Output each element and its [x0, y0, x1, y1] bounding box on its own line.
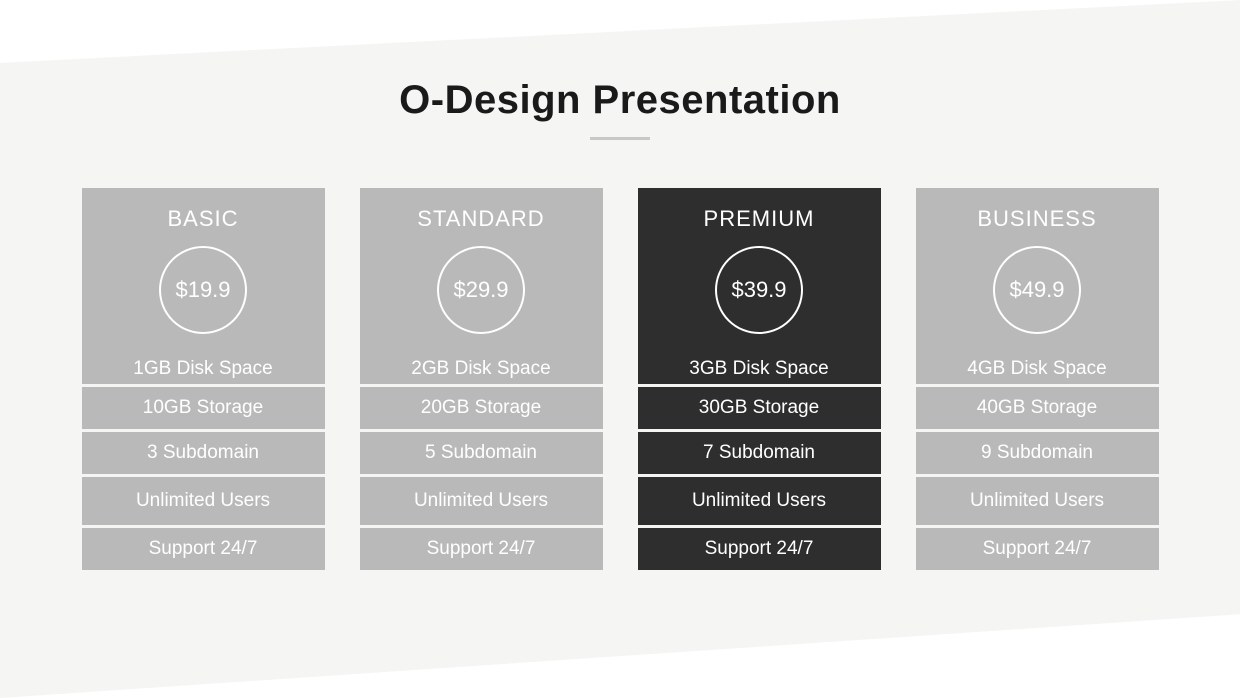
feature: 40GB Storage	[916, 387, 1159, 429]
price-circle: $29.9	[437, 246, 525, 334]
feature: Support 24/7	[82, 528, 325, 570]
feature: 3GB Disk Space	[689, 358, 828, 380]
feature: Unlimited Users	[916, 477, 1159, 525]
title-underline	[590, 137, 650, 140]
feature: 9 Subdomain	[916, 432, 1159, 474]
feature: Support 24/7	[360, 528, 603, 570]
price: $29.9	[453, 277, 508, 303]
pricing-card-business: BUSINESS $49.9 4GB Disk Space 40GB Stora…	[916, 188, 1159, 570]
feature: 2GB Disk Space	[411, 358, 550, 380]
content-wrapper: O-Design Presentation BASIC $19.9 1GB Di…	[0, 0, 1240, 698]
page-title: O-Design Presentation	[399, 78, 841, 123]
feature: 5 Subdomain	[360, 432, 603, 474]
feature: Support 24/7	[916, 528, 1159, 570]
feature: 3 Subdomain	[82, 432, 325, 474]
card-head: BUSINESS $49.9 4GB Disk Space	[916, 188, 1159, 384]
plan-name: STANDARD	[417, 206, 544, 232]
feature: Unlimited Users	[82, 477, 325, 525]
feature: 1GB Disk Space	[133, 358, 272, 380]
pricing-card-standard: STANDARD $29.9 2GB Disk Space 20GB Stora…	[360, 188, 603, 570]
plan-name: PREMIUM	[704, 206, 815, 232]
price-circle: $49.9	[993, 246, 1081, 334]
plan-name: BUSINESS	[977, 206, 1096, 232]
plan-name: BASIC	[167, 206, 238, 232]
feature: Unlimited Users	[360, 477, 603, 525]
feature: 30GB Storage	[638, 387, 881, 429]
pricing-cards-row: BASIC $19.9 1GB Disk Space 10GB Storage …	[82, 188, 1159, 570]
feature: 20GB Storage	[360, 387, 603, 429]
card-head: STANDARD $29.9 2GB Disk Space	[360, 188, 603, 384]
price: $49.9	[1009, 277, 1064, 303]
feature: Support 24/7	[638, 528, 881, 570]
price-circle: $39.9	[715, 246, 803, 334]
card-head: BASIC $19.9 1GB Disk Space	[82, 188, 325, 384]
price-circle: $19.9	[159, 246, 247, 334]
feature: Unlimited Users	[638, 477, 881, 525]
price: $19.9	[175, 277, 230, 303]
feature: 7 Subdomain	[638, 432, 881, 474]
pricing-card-premium: PREMIUM $39.9 3GB Disk Space 30GB Storag…	[638, 188, 881, 570]
feature: 10GB Storage	[82, 387, 325, 429]
feature: 4GB Disk Space	[967, 358, 1106, 380]
card-head: PREMIUM $39.9 3GB Disk Space	[638, 188, 881, 384]
pricing-card-basic: BASIC $19.9 1GB Disk Space 10GB Storage …	[82, 188, 325, 570]
price: $39.9	[731, 277, 786, 303]
